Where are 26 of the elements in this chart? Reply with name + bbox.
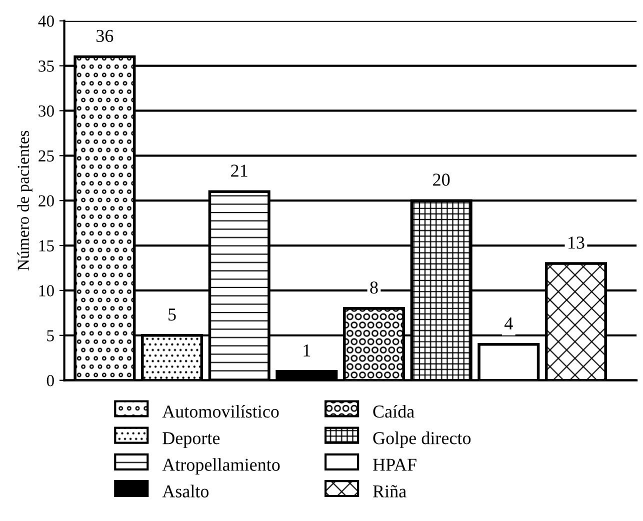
data-label: 5 <box>168 308 176 321</box>
y-tick-label: 35 <box>38 60 54 72</box>
y-axis-title: Número de pacientes <box>17 130 32 270</box>
y-tick-label: 15 <box>39 240 54 252</box>
y-tick-label: 30 <box>38 105 54 117</box>
legend-label: Atropellamiento <box>162 458 280 475</box>
y-tick-label: 20 <box>38 195 54 207</box>
legend-label: Caída <box>373 404 414 418</box>
legend-label: Deporte <box>162 432 220 448</box>
y-tick-label: 0 <box>46 375 54 386</box>
legend-label: Riña <box>373 485 406 498</box>
y-tick-label: 40 <box>38 16 54 27</box>
legend-label: Automovilístico <box>162 404 279 418</box>
data-label: 13 <box>568 236 584 249</box>
y-tick-label: 25 <box>38 150 54 162</box>
data-label: 36 <box>96 30 114 42</box>
legend-label: HPAF <box>373 458 416 471</box>
data-label: 4 <box>504 318 513 330</box>
data-label: 20 <box>433 174 450 186</box>
legend-label: Asalto <box>162 484 209 498</box>
y-tick-label: 10 <box>39 285 54 296</box>
y-tick-label: 5 <box>47 330 54 342</box>
data-label: 8 <box>370 281 378 294</box>
legend-label: Golpe directo <box>373 432 471 448</box>
data-label: 1 <box>304 344 310 356</box>
data-label: 21 <box>231 164 248 177</box>
